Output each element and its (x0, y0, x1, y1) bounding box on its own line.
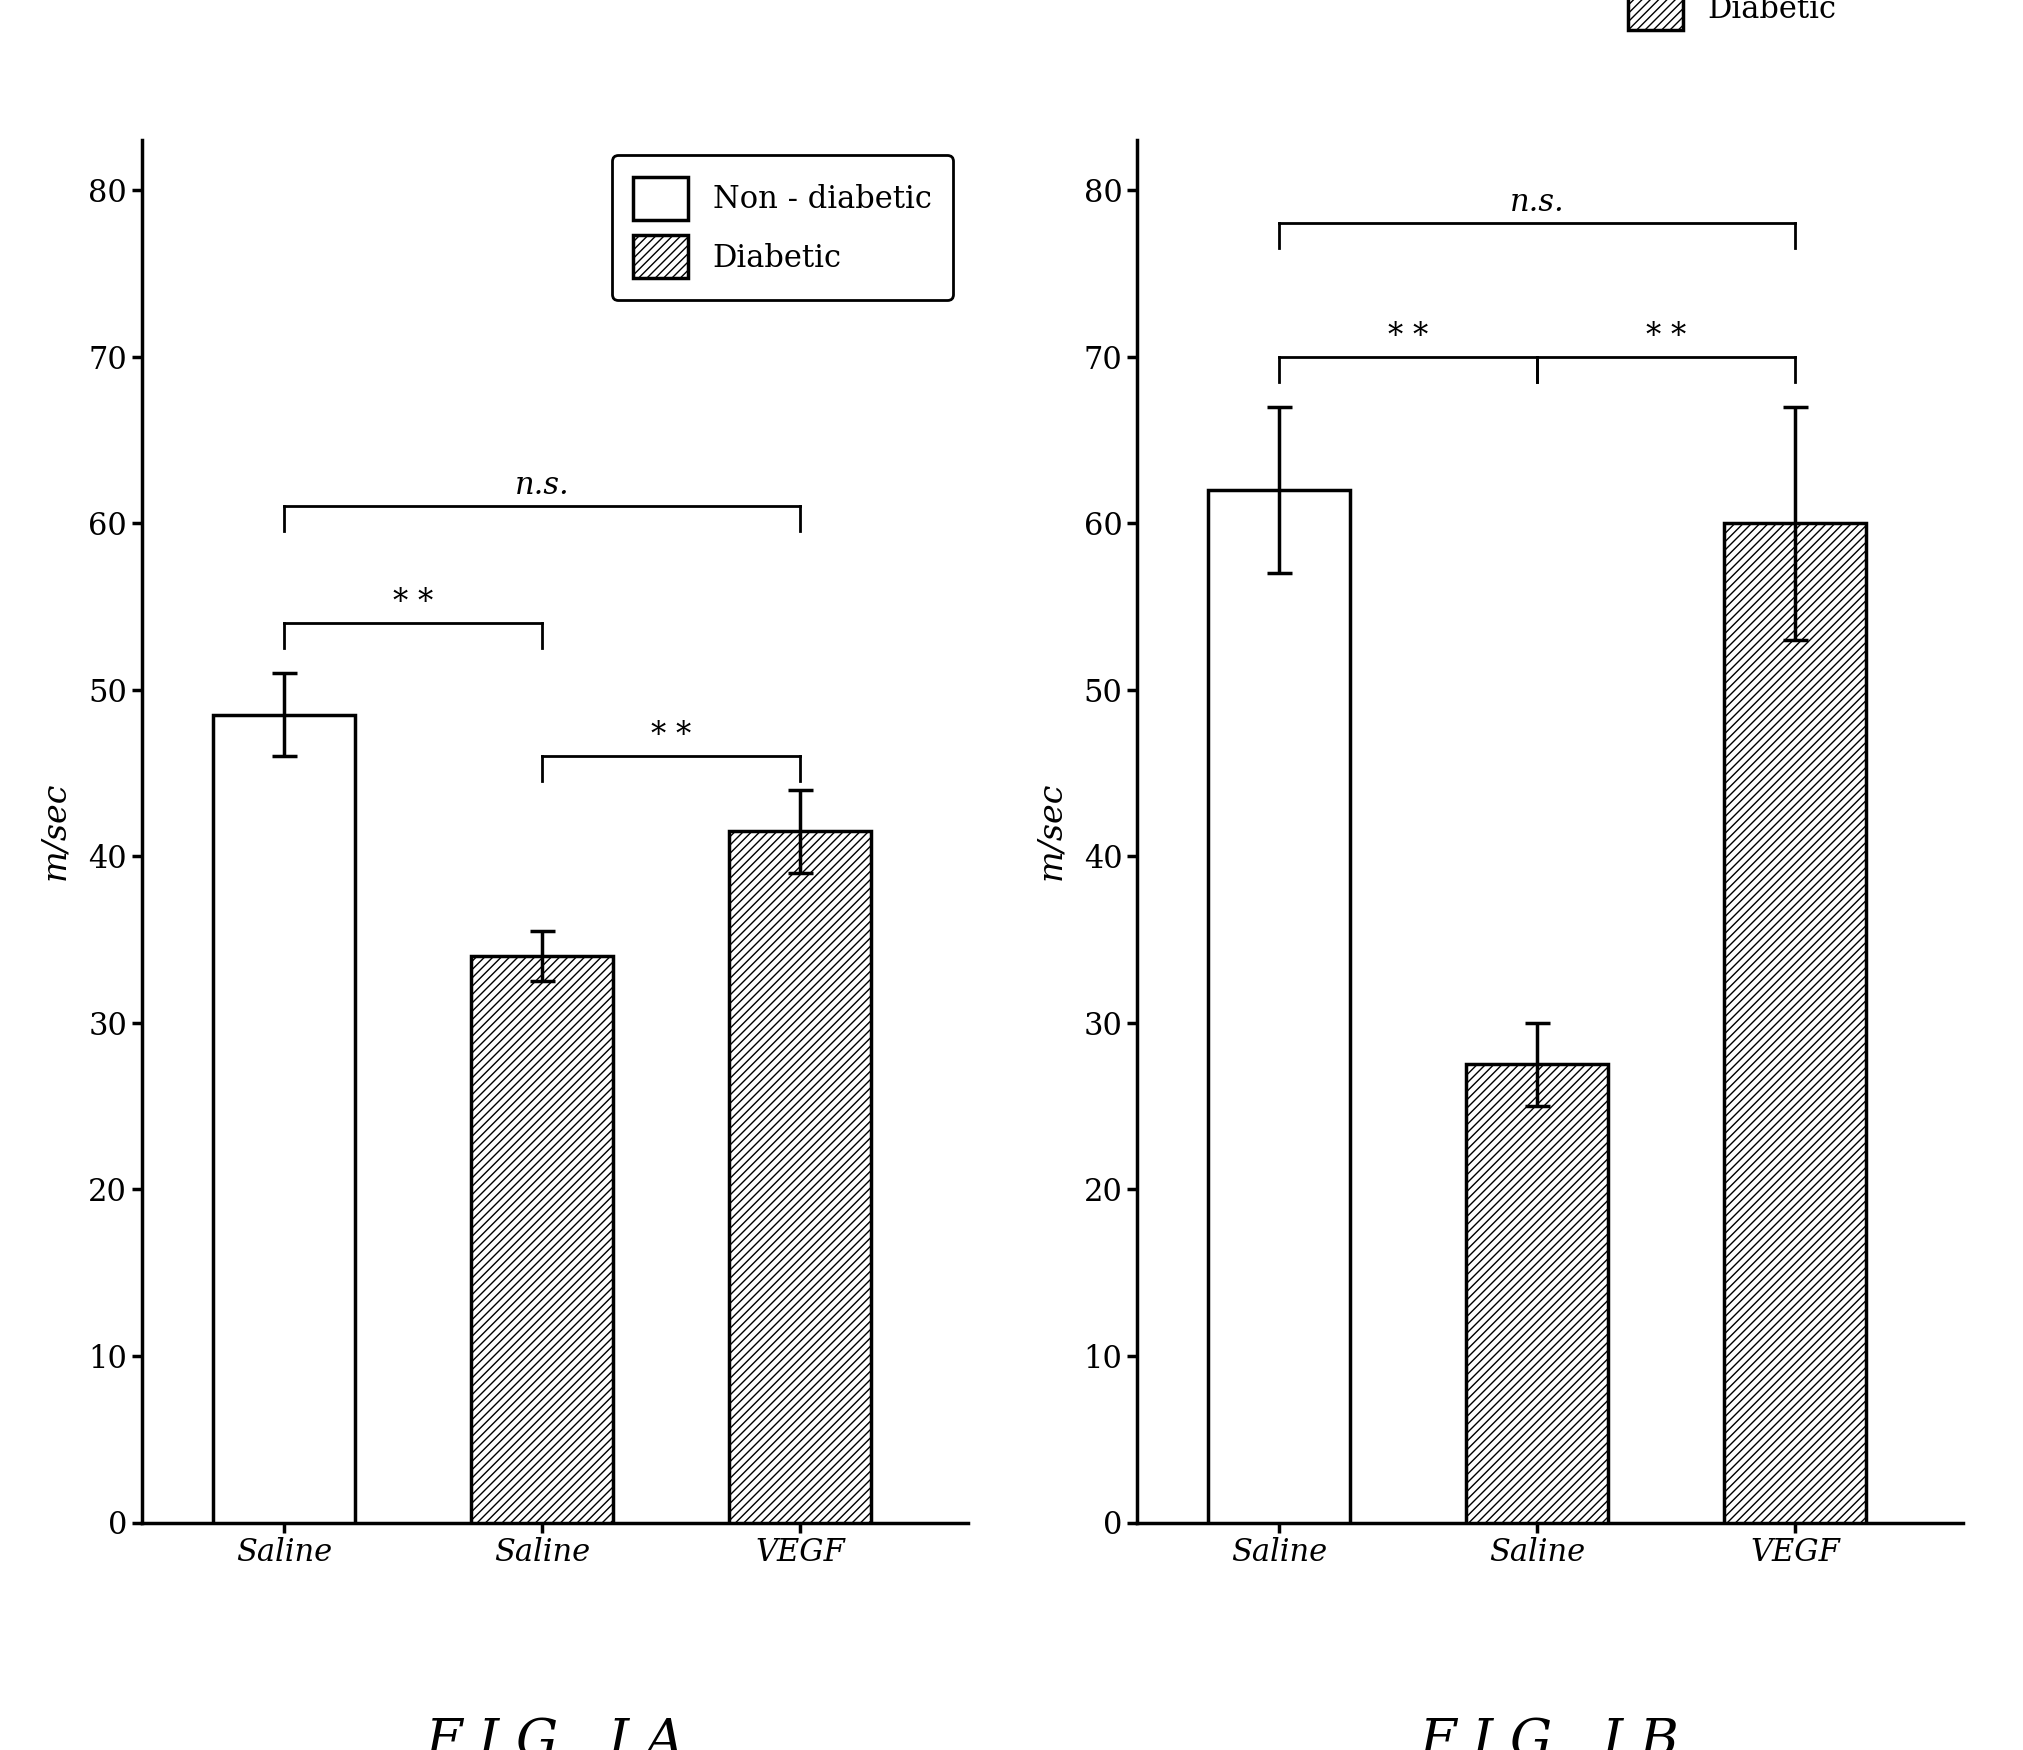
Legend: Non - diabetic, Diabetic: Non - diabetic, Diabetic (1606, 0, 1946, 51)
Text: * *: * * (1645, 320, 1685, 352)
Text: * *: * * (392, 586, 433, 618)
Text: * *: * * (651, 721, 692, 751)
Text: F I G . I B: F I G . I B (1420, 1717, 1679, 1750)
Bar (1465, 1064, 1608, 1522)
Text: F I G . I A: F I G . I A (425, 1717, 684, 1750)
Y-axis label: m/sec: m/sec (40, 782, 71, 880)
Bar (1724, 523, 1865, 1522)
Bar (212, 714, 354, 1522)
Bar (1208, 490, 1349, 1522)
Legend: Non - diabetic, Diabetic: Non - diabetic, Diabetic (611, 156, 953, 299)
Text: n.s.: n.s. (514, 471, 568, 502)
Bar (471, 956, 613, 1522)
Y-axis label: m/sec: m/sec (1034, 782, 1066, 880)
Text: * *: * * (1388, 320, 1428, 352)
Text: n.s.: n.s. (1509, 187, 1564, 219)
Bar (728, 831, 870, 1522)
